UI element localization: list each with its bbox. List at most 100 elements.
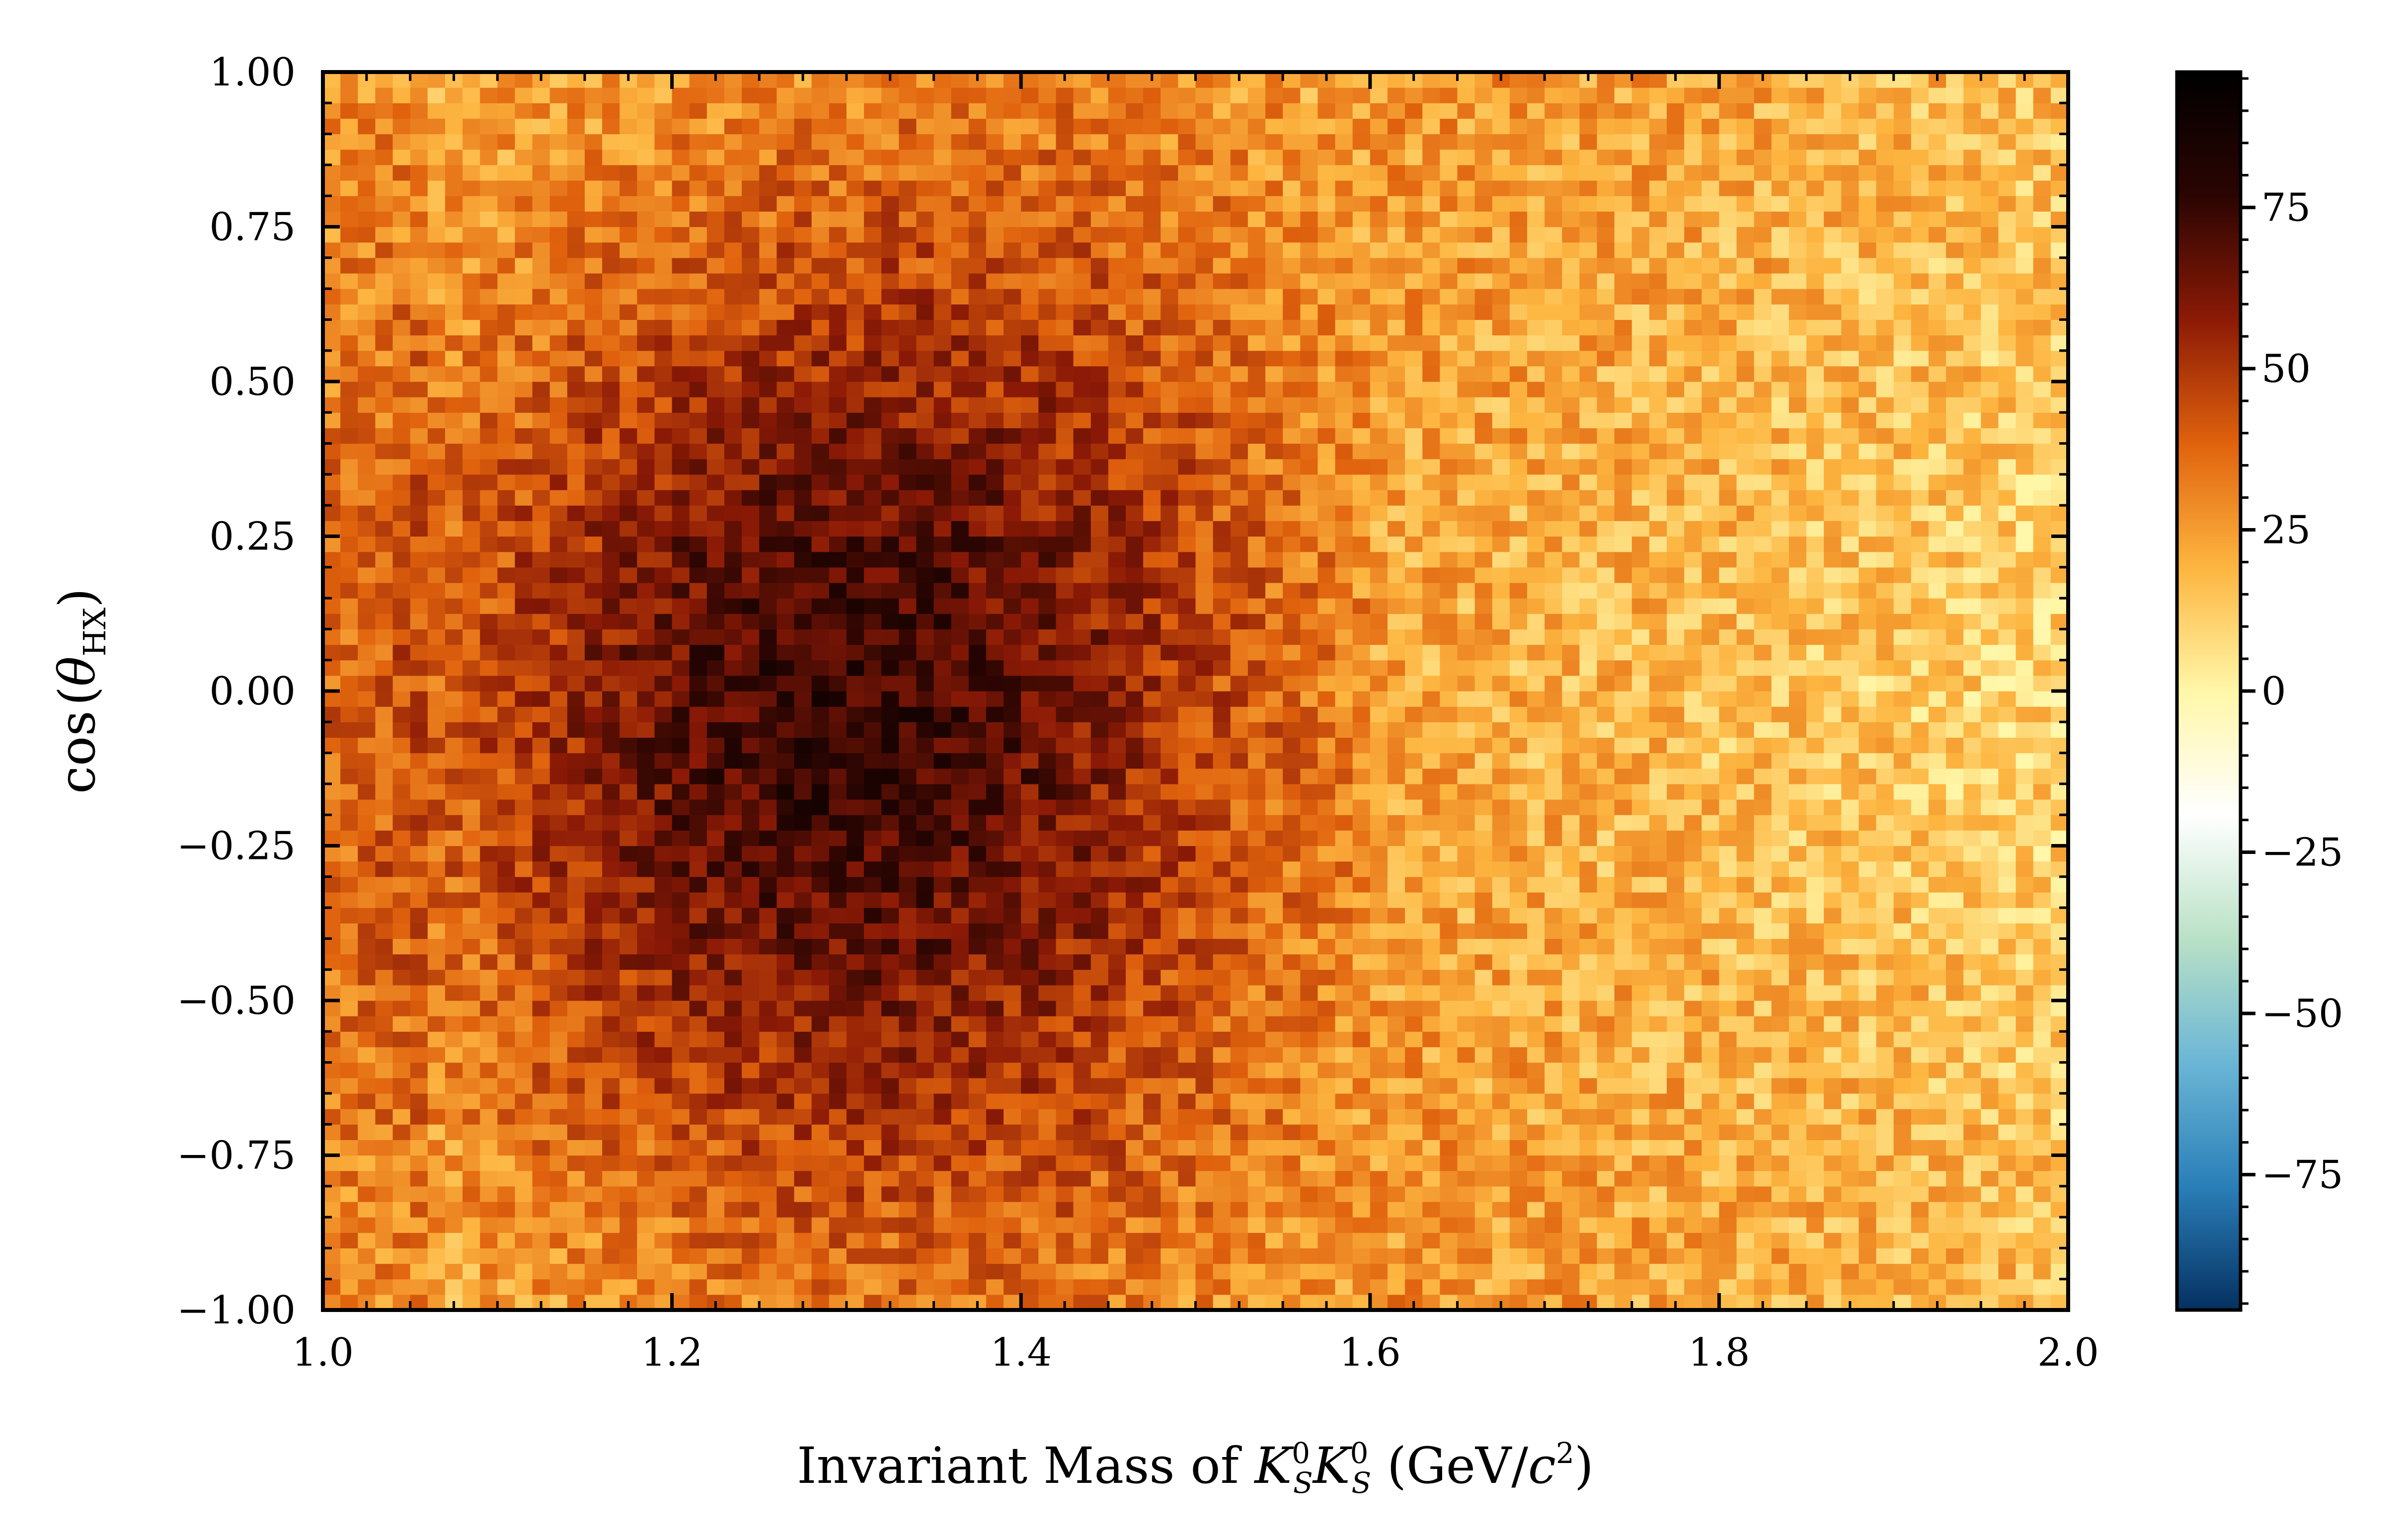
heatmap-cell (1090, 366, 1109, 382)
heatmap-cell (846, 1047, 864, 1063)
heatmap-cell (340, 614, 358, 629)
heatmap-cell (1213, 196, 1231, 212)
heatmap-cell (1021, 366, 1039, 382)
heatmap-cell (864, 644, 882, 661)
heatmap-cell (323, 1248, 341, 1264)
heatmap-cell (584, 815, 603, 831)
heatmap-cell (1387, 428, 1405, 444)
heatmap-cell (742, 103, 760, 119)
heatmap-cell (1247, 846, 1266, 862)
heatmap-cell (1300, 876, 1318, 893)
heatmap-cell (445, 1155, 463, 1171)
heatmap-cell (637, 304, 655, 320)
heatmap-cell (916, 985, 934, 1001)
heatmap-cell (724, 382, 742, 397)
heatmap-cell (776, 1031, 795, 1048)
heatmap-cell (1073, 87, 1091, 103)
heatmap-cell (672, 304, 690, 320)
heatmap-cell (986, 134, 1004, 150)
heatmap-cell (392, 846, 411, 862)
heatmap-cell (829, 134, 847, 150)
heatmap-cell (1108, 134, 1126, 150)
heatmap-cell (1161, 319, 1178, 336)
heatmap-cell (1213, 350, 1231, 367)
heatmap-cell (742, 1124, 760, 1140)
heatmap-cell (1021, 737, 1039, 754)
heatmap-cell (323, 551, 341, 568)
heatmap-cell (1178, 1062, 1196, 1078)
heatmap-cell (724, 180, 742, 196)
heatmap-cell (881, 1232, 899, 1248)
heatmap-cell (776, 722, 795, 738)
heatmap-cell (497, 938, 516, 955)
heatmap-cell (637, 118, 655, 135)
heatmap-cell (1161, 350, 1178, 367)
heatmap-cell (532, 443, 550, 460)
heatmap-cell (951, 1140, 969, 1156)
heatmap-cell (392, 350, 411, 367)
heatmap-cell (1161, 227, 1178, 243)
heatmap-cell (584, 923, 603, 939)
heatmap-cell (392, 582, 411, 599)
heatmap-cell (881, 675, 899, 692)
heatmap-cell (480, 319, 498, 336)
heatmap-cell (1213, 737, 1231, 754)
heatmap-cell (1090, 1170, 1109, 1187)
heatmap-cell (515, 753, 533, 769)
heatmap-cell (358, 799, 376, 815)
heatmap-cell (1370, 954, 1388, 970)
heatmap-cell (986, 908, 1004, 924)
heatmap-cell (1161, 273, 1178, 289)
heatmap-cell (1161, 164, 1178, 181)
heatmap-cell (1265, 969, 1283, 986)
heatmap-cell (742, 459, 760, 475)
heatmap-cell (392, 861, 411, 877)
heatmap-cell (933, 134, 952, 150)
heatmap-cell (776, 1078, 795, 1094)
heatmap-cell (1352, 892, 1371, 908)
heatmap-cell (410, 319, 428, 336)
heatmap-cell (1161, 1001, 1178, 1016)
heatmap-cell (933, 1217, 952, 1233)
heatmap-cell (1370, 1001, 1388, 1016)
heatmap-cell (637, 598, 655, 614)
heatmap-cell (410, 118, 428, 135)
heatmap-cell (689, 536, 707, 552)
heatmap-cell (742, 1047, 760, 1063)
heatmap-cell (567, 582, 585, 599)
heatmap-cell (375, 1016, 393, 1032)
heatmap-cell (392, 242, 411, 258)
heatmap-cell (742, 1201, 760, 1218)
heatmap-cell (1247, 567, 1266, 583)
heatmap-cell (602, 1279, 620, 1295)
heatmap-cell (811, 1062, 830, 1078)
heatmap-cell (951, 753, 969, 769)
heatmap-cell (829, 304, 847, 320)
heatmap-cell (1265, 103, 1283, 119)
heatmap-cell (392, 1155, 411, 1171)
heatmap-cell (742, 1031, 760, 1048)
heatmap-cell (1073, 1001, 1091, 1016)
heatmap-cell (1056, 969, 1074, 986)
heatmap-cell (1178, 846, 1196, 862)
heatmap-cell (794, 861, 812, 877)
heatmap-cell (515, 428, 533, 444)
heatmap-cell (829, 443, 847, 460)
heatmap-cell (899, 1170, 917, 1187)
heatmap-cell (584, 737, 603, 754)
heatmap-cell (794, 134, 812, 150)
heatmap-cell (620, 382, 637, 397)
heatmap-cell (951, 164, 969, 181)
heatmap-cell (1108, 783, 1126, 800)
heatmap-cell (1195, 644, 1214, 661)
heatmap-cell (654, 644, 673, 661)
heatmap-cell (1283, 521, 1301, 537)
heatmap-cell (340, 1001, 358, 1016)
heatmap-cell (1213, 1016, 1231, 1032)
heatmap-cell (933, 908, 952, 924)
heatmap-cell (1143, 1078, 1161, 1094)
heatmap-cell (602, 706, 620, 722)
heatmap-cell (881, 350, 899, 367)
heatmap-cell (549, 1140, 568, 1156)
heatmap-cell (986, 1248, 1004, 1264)
